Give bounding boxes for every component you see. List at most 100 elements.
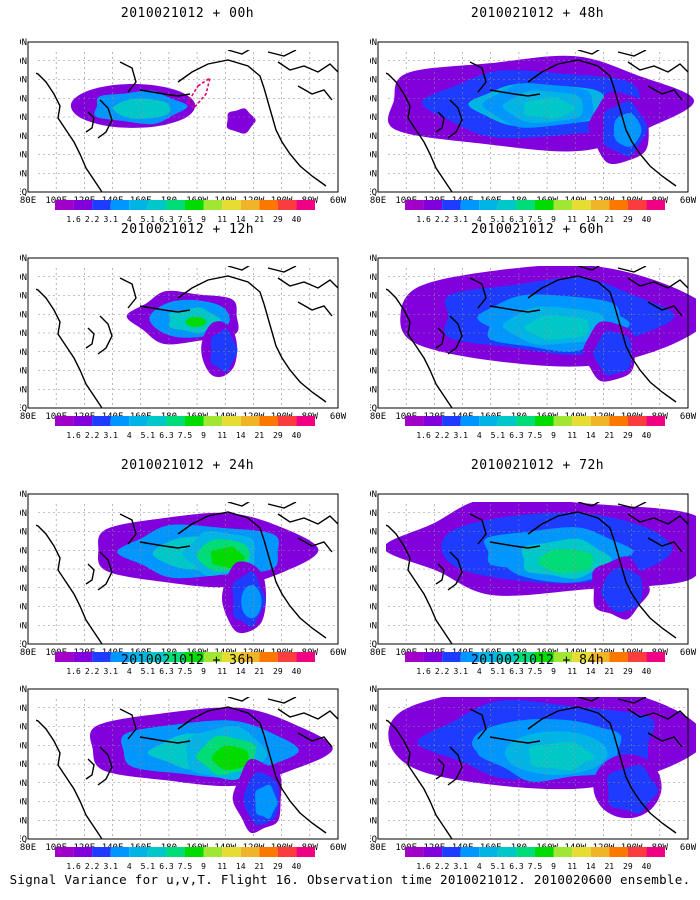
variance-contour xyxy=(113,98,171,119)
latitude-label: EQ xyxy=(370,835,377,845)
colorbar-swatch xyxy=(516,652,535,662)
latitude-label: 10N xyxy=(20,385,27,395)
colorbar-swatch xyxy=(92,652,111,662)
coastline xyxy=(267,502,297,509)
coastline xyxy=(139,541,191,549)
longitude-label: 80E xyxy=(20,648,36,658)
colorbar: 1.6 2.2 3.1 4 5.1 6.3 7.5 9 11 14 21 29 40 xyxy=(405,200,665,224)
latitude-label: 20N xyxy=(370,151,377,161)
longitude-label: 60W xyxy=(330,843,347,853)
latitude-label: EQ xyxy=(20,835,27,845)
latitude-label: 20N xyxy=(20,151,27,161)
colorbar-swatch xyxy=(646,200,665,210)
latitude-label: 20N xyxy=(20,603,27,613)
latitude-label: EQ xyxy=(370,188,377,198)
coastline xyxy=(627,277,689,289)
colorbar-swatch xyxy=(497,416,517,426)
latitude-label: 60N xyxy=(20,528,27,538)
variance-contour xyxy=(601,568,643,613)
colorbar-swatch xyxy=(166,416,185,426)
latitude-label: 50N xyxy=(370,741,377,751)
colorbar-label: 6.3 xyxy=(159,431,174,440)
latitude-label: 80N xyxy=(20,490,27,500)
colorbar-swatch xyxy=(460,847,480,857)
longitude-label: 80E xyxy=(370,412,386,422)
latitude-label: 30N xyxy=(370,132,377,142)
latitude-label: 10N xyxy=(370,621,377,631)
colorbar-label: 9 xyxy=(551,667,556,676)
colorbar-label: 14 xyxy=(236,431,246,440)
colorbar-swatch xyxy=(572,652,591,662)
colorbar-label: 6.3 xyxy=(509,215,524,224)
colorbar-swatch xyxy=(259,652,278,662)
coastline xyxy=(386,719,453,840)
colorbar-label: 4 xyxy=(127,862,132,871)
colorbar-swatch xyxy=(535,416,554,426)
forecast-map: 80E100E120E140E160E180160W140W120W100W80… xyxy=(20,685,347,853)
colorbar-swatch xyxy=(73,416,93,426)
colorbar-swatch xyxy=(442,200,461,210)
colorbar-swatch xyxy=(222,847,241,857)
coastline xyxy=(36,288,103,409)
colorbar-label: 2.2 xyxy=(85,215,100,224)
longitude-label: 60W xyxy=(680,843,697,853)
coastline xyxy=(277,277,339,289)
map-panel: 2010021012 + 84h 80E100E120E140E160E18016… xyxy=(370,653,700,871)
colorbar-swatch xyxy=(110,200,130,210)
coastline xyxy=(263,539,327,639)
coastline xyxy=(435,758,445,780)
latitude-label: 60N xyxy=(370,292,377,302)
latitude-label: EQ xyxy=(370,640,377,650)
colorbar-swatch xyxy=(423,847,443,857)
colorbar-label: 40 xyxy=(642,667,652,676)
colorbar-swatch xyxy=(572,416,591,426)
colorbar-swatch xyxy=(405,847,424,857)
colorbar-swatch xyxy=(442,416,461,426)
colorbar-label: 2.2 xyxy=(85,667,100,676)
latitude-label: 80N xyxy=(370,490,377,500)
colorbar-label: 11 xyxy=(217,431,227,440)
colorbar-label: 11 xyxy=(567,431,577,440)
colorbar-label: 6.3 xyxy=(159,667,174,676)
coastline xyxy=(177,706,265,736)
latitude-label: 40N xyxy=(370,760,377,770)
variance-contour xyxy=(523,97,576,119)
colorbar-swatch xyxy=(203,847,223,857)
coastline xyxy=(297,85,333,101)
latitude-label: 40N xyxy=(370,113,377,123)
colorbar-label: 11 xyxy=(567,862,577,871)
colorbar-swatch xyxy=(147,416,167,426)
colorbar-label: 21 xyxy=(604,862,614,871)
variance-contour xyxy=(613,112,642,147)
latitude-label: 30N xyxy=(20,779,27,789)
colorbar-label: 5.1 xyxy=(141,667,156,676)
coastline xyxy=(489,736,541,744)
coastline xyxy=(263,303,327,403)
colorbar-swatch xyxy=(572,847,591,857)
coastline xyxy=(469,708,487,740)
colorbar-swatch xyxy=(646,416,665,426)
colorbar-label: 11 xyxy=(217,862,227,871)
colorbar-swatch xyxy=(646,652,665,662)
colorbar-swatch xyxy=(240,652,260,662)
colorbar-label: 14 xyxy=(236,862,246,871)
variance-contour xyxy=(593,330,632,376)
latitude-label: 30N xyxy=(20,348,27,358)
colorbar-swatch xyxy=(240,847,260,857)
colorbar-label: 2.2 xyxy=(435,667,450,676)
panel-title: 2010021012 + 84h xyxy=(470,653,605,668)
variance-contour xyxy=(185,317,207,327)
colorbar-label: 4 xyxy=(477,667,482,676)
coastline xyxy=(267,266,297,273)
colorbar-swatch xyxy=(185,847,204,857)
colorbar-swatch xyxy=(460,416,480,426)
colorbar-label: 9 xyxy=(201,431,206,440)
coastline xyxy=(119,708,137,740)
latitude-label: 50N xyxy=(20,310,27,320)
coastline xyxy=(386,72,453,193)
latitude-label: 70N xyxy=(20,273,27,283)
coastline xyxy=(613,87,677,187)
coastline xyxy=(386,524,453,645)
colorbar-swatch xyxy=(627,652,647,662)
colorbar-swatch xyxy=(423,652,443,662)
